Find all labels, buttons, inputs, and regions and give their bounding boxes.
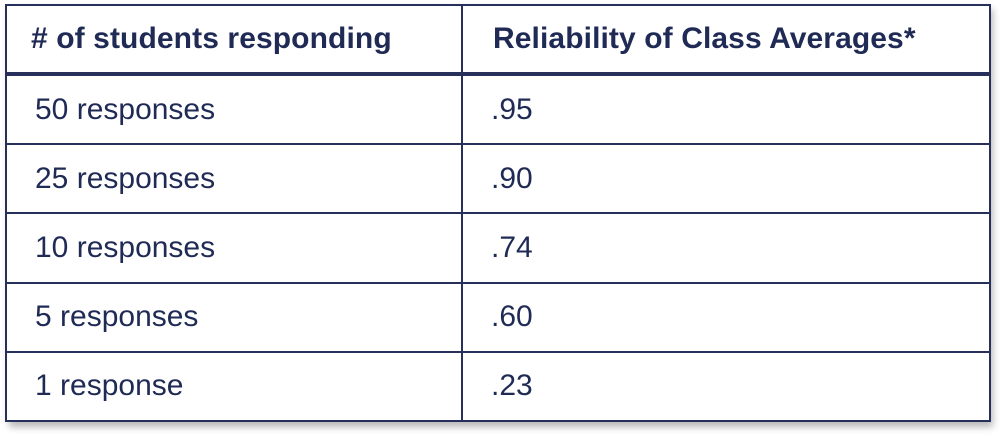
cell-responses: 5 responses [5,281,463,353]
table-row: 10 responses .74 [5,212,991,284]
cell-responses: 10 responses [5,212,463,284]
reliability-table-container: # of students responding Reliability of … [5,4,991,423]
reliability-table: # of students responding Reliability of … [5,4,991,423]
table-row: 1 response .23 [5,350,991,423]
table-row: 50 responses .95 [5,72,991,146]
cell-reliability: .74 [461,212,991,284]
cell-responses: 50 responses [5,72,463,146]
cell-reliability: .95 [461,72,991,146]
table-row: 25 responses .90 [5,143,991,215]
cell-responses: 25 responses [5,143,463,215]
table-header-row: # of students responding Reliability of … [5,4,991,76]
header-students-responding: # of students responding [5,4,463,76]
header-reliability: Reliability of Class Averages* [461,4,991,76]
cell-reliability: .23 [461,350,991,423]
cell-reliability: .90 [461,143,991,215]
cell-responses: 1 response [5,350,463,423]
cell-reliability: .60 [461,281,991,353]
table-row: 5 responses .60 [5,281,991,353]
